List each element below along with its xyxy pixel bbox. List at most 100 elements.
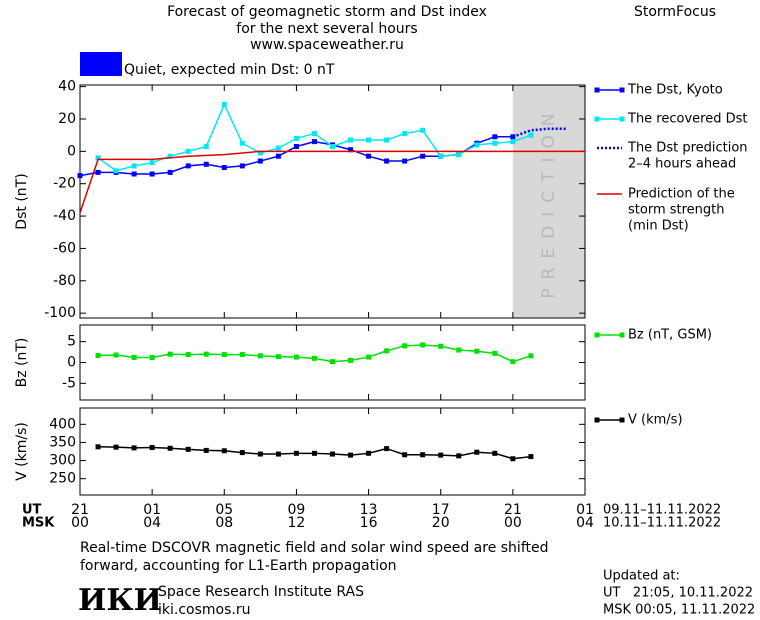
point	[366, 137, 372, 143]
y-axis-label: Dst (nT)	[14, 173, 30, 229]
point	[95, 155, 101, 161]
point	[257, 150, 263, 156]
point	[492, 350, 498, 356]
point	[131, 445, 137, 451]
point	[113, 444, 119, 450]
series-line	[79, 150, 585, 214]
point	[510, 139, 516, 145]
updated-ut: UT 21:05, 10.11.2022	[603, 586, 753, 601]
logo: ИКИ	[78, 583, 162, 618]
point	[221, 352, 227, 358]
point	[95, 352, 101, 358]
point	[456, 347, 462, 353]
point	[95, 169, 101, 175]
point	[149, 171, 155, 177]
updated-msk: MSK 00:05, 11.11.2022	[603, 603, 755, 618]
point	[384, 446, 390, 452]
y-tick-label: -100	[44, 305, 76, 321]
x-range: 09.11–11.11.2022	[603, 503, 721, 518]
point	[131, 355, 137, 360]
x-row-label: UT	[22, 503, 42, 518]
title-line: www.spaceweather.ru	[250, 37, 404, 53]
point	[167, 169, 173, 175]
x-tick-label: 13	[360, 502, 378, 518]
y-tick-label: 400	[49, 416, 76, 432]
point	[528, 353, 534, 359]
point	[257, 353, 263, 359]
point	[167, 445, 173, 451]
point	[402, 158, 408, 164]
y-tick-label: -5	[62, 375, 76, 391]
point	[420, 153, 426, 159]
point	[384, 137, 390, 143]
status-text: Quiet, expected min Dst: 0 nT	[124, 62, 335, 78]
x-tick-label: 20	[432, 515, 450, 531]
point	[221, 165, 227, 171]
legend-marker	[594, 417, 600, 423]
point	[492, 140, 498, 146]
point	[311, 139, 317, 145]
status-swatch	[80, 52, 122, 76]
legend-label: (min Dst)	[628, 219, 689, 234]
y-tick-label: 250	[49, 471, 76, 487]
legend-label: The Dst, Kyoto	[627, 83, 723, 98]
point	[257, 451, 263, 457]
x-tick-label: 04	[143, 515, 161, 531]
point	[275, 451, 281, 457]
point	[492, 450, 498, 456]
point	[366, 153, 372, 159]
y-tick-label: 350	[49, 434, 76, 450]
title-line: Forecast of geomagnetic storm and Dst in…	[167, 4, 487, 20]
point	[474, 449, 480, 455]
point	[131, 171, 137, 177]
y-tick-label: 0	[67, 143, 76, 159]
point	[185, 163, 191, 169]
point	[402, 131, 408, 137]
point	[239, 163, 245, 169]
point	[384, 348, 390, 354]
point	[510, 456, 516, 462]
point	[185, 148, 191, 154]
x-tick-label: 09	[288, 502, 306, 518]
legend-label: The Dst prediction	[627, 141, 748, 156]
point	[366, 450, 372, 456]
y-tick-label: 0	[67, 355, 76, 371]
y-tick-label: 40	[58, 79, 76, 95]
y-tick-label: 5	[67, 334, 76, 350]
point	[203, 161, 209, 167]
point	[149, 445, 155, 451]
x-tick-label: 08	[215, 515, 233, 531]
legend-label: 2–4 hours ahead	[628, 157, 736, 172]
x-tick-label: 17	[432, 502, 450, 518]
brand: StormFocus	[634, 4, 716, 20]
updated-label: Updated at:	[603, 569, 680, 584]
prediction-band	[512, 85, 585, 318]
institute: Space Research Institute RAS	[158, 584, 364, 600]
point	[77, 173, 83, 179]
y-tick-label: -80	[53, 273, 76, 289]
point	[311, 131, 317, 137]
legend-label: V (km/s)	[628, 413, 683, 428]
x-tick-label: 05	[215, 502, 233, 518]
point	[330, 359, 335, 365]
point	[420, 452, 426, 458]
point	[420, 342, 426, 348]
x-tick-label: 21	[71, 502, 89, 518]
title-line: for the next several hours	[236, 21, 417, 37]
legend-marker	[619, 417, 625, 423]
legend-label: Bz (nT, GSM)	[628, 328, 712, 343]
point	[474, 348, 480, 354]
legend-marker	[619, 87, 625, 93]
point	[203, 143, 209, 149]
point	[510, 359, 516, 365]
point	[113, 352, 119, 358]
point	[438, 452, 444, 458]
band-label: PREDICTION	[539, 104, 559, 298]
legend-marker	[594, 116, 600, 122]
point	[348, 137, 354, 143]
x-tick-label: 01	[143, 502, 161, 518]
series-line	[512, 127, 567, 138]
point	[311, 450, 317, 456]
point	[239, 450, 245, 456]
y-tick-label: 20	[58, 111, 76, 127]
